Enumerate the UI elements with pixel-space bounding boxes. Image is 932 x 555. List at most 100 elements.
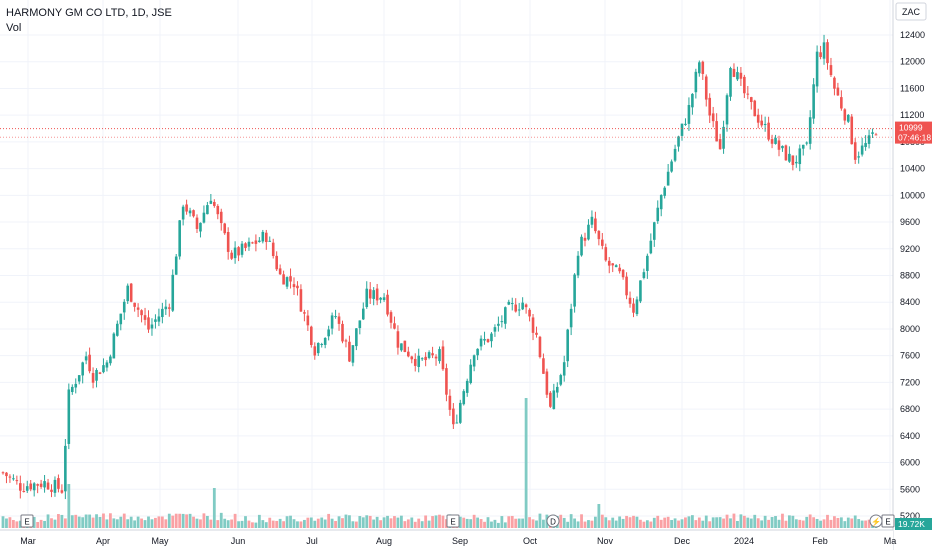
- candle-body: [330, 315, 334, 329]
- volume-bar: [829, 519, 833, 528]
- candle-body: [594, 218, 597, 232]
- volume-bar: [316, 518, 320, 528]
- volume-bar: [798, 519, 802, 528]
- candle: [310, 325, 313, 348]
- candle-body: [732, 68, 736, 77]
- candle: [562, 355, 566, 382]
- volume-bar: [351, 521, 355, 528]
- candle: [805, 141, 809, 146]
- candle: [129, 282, 133, 303]
- candle: [684, 118, 687, 126]
- earnings-marker: E: [881, 514, 895, 528]
- volume-bar: [358, 516, 362, 528]
- candle: [206, 201, 209, 215]
- volume-bar: [396, 517, 400, 528]
- price-tick-label: 8800: [900, 271, 920, 281]
- candle: [396, 325, 400, 355]
- candle: [535, 326, 538, 338]
- candle: [216, 204, 220, 220]
- time-tick-label: Oct: [523, 536, 538, 546]
- candle: [8, 474, 12, 483]
- volume-bar: [32, 517, 36, 528]
- candle: [268, 236, 272, 242]
- volume-bar: [732, 513, 736, 528]
- volume-bar: [164, 519, 168, 528]
- candle: [791, 155, 795, 171]
- volume-bar: [285, 516, 289, 528]
- candle-body: [448, 395, 452, 410]
- earnings-marker: E: [20, 514, 34, 528]
- candle: [531, 314, 535, 341]
- candle: [320, 342, 324, 348]
- volume-bar: [583, 521, 587, 528]
- volume-bar: [472, 514, 476, 528]
- candle: [5, 472, 8, 484]
- candle: [275, 251, 278, 271]
- volume-bar: [787, 515, 791, 528]
- candle: [213, 199, 216, 208]
- candle-body: [192, 210, 195, 217]
- volume-bar: [839, 517, 843, 528]
- candle-body: [264, 232, 268, 243]
- volume-bar: [11, 519, 15, 528]
- candle-body: [458, 402, 462, 423]
- candle: [233, 241, 237, 264]
- volume-bars: [1, 398, 878, 528]
- volume-bar: [70, 515, 74, 528]
- volume-bar: [361, 517, 365, 528]
- volume-bar: [604, 517, 608, 528]
- candle: [836, 82, 840, 96]
- volume-bar: [445, 519, 448, 528]
- candle: [389, 310, 393, 329]
- time-tick-label: May: [151, 536, 169, 546]
- candle: [285, 276, 289, 290]
- volume-bar: [95, 514, 98, 528]
- volume-bar: [247, 520, 251, 528]
- candle: [760, 114, 763, 128]
- candle: [853, 138, 857, 164]
- earnings-marker-label: E: [885, 518, 890, 527]
- candle-body: [344, 340, 348, 342]
- volume-bar: [684, 517, 687, 528]
- volume-bar: [39, 519, 43, 528]
- candle: [365, 281, 369, 309]
- volume-bar: [701, 520, 705, 528]
- candle: [157, 308, 161, 327]
- candle-body: [389, 312, 393, 323]
- volume-bar: [18, 520, 22, 528]
- candle: [386, 289, 389, 317]
- candle-body: [642, 272, 646, 278]
- grid-lines: [0, 0, 893, 528]
- volume-bar: [635, 516, 639, 528]
- candle: [743, 74, 746, 99]
- volume-bar: [386, 515, 389, 528]
- volume-bar: [808, 514, 812, 528]
- candle-body: [316, 343, 320, 354]
- candle-body: [413, 358, 417, 366]
- volume-bar: [410, 517, 414, 528]
- time-tick-label: Jul: [306, 536, 318, 546]
- volume-bar: [704, 515, 708, 528]
- time-tick-label: Mar: [20, 536, 36, 546]
- volume-bar: [216, 520, 220, 528]
- candle-body: [687, 105, 691, 124]
- symbol-title[interactable]: HARMONY GM CO LTD, 1D, JSE: [6, 7, 172, 19]
- candle: [351, 345, 355, 367]
- earnings-marker-shape: [446, 514, 460, 528]
- candle-body: [154, 319, 157, 322]
- candle: [240, 240, 244, 258]
- candle-body: [365, 288, 369, 308]
- candle: [292, 277, 296, 296]
- candle-body: [348, 341, 351, 362]
- volume-bar: [299, 521, 303, 528]
- candle: [77, 375, 81, 385]
- candle-body: [119, 313, 123, 325]
- candle-body: [549, 392, 552, 407]
- volume-bar: [77, 516, 81, 528]
- candle: [497, 316, 500, 332]
- candle-body: [368, 289, 372, 299]
- candle: [597, 230, 601, 246]
- candle-body: [282, 274, 285, 285]
